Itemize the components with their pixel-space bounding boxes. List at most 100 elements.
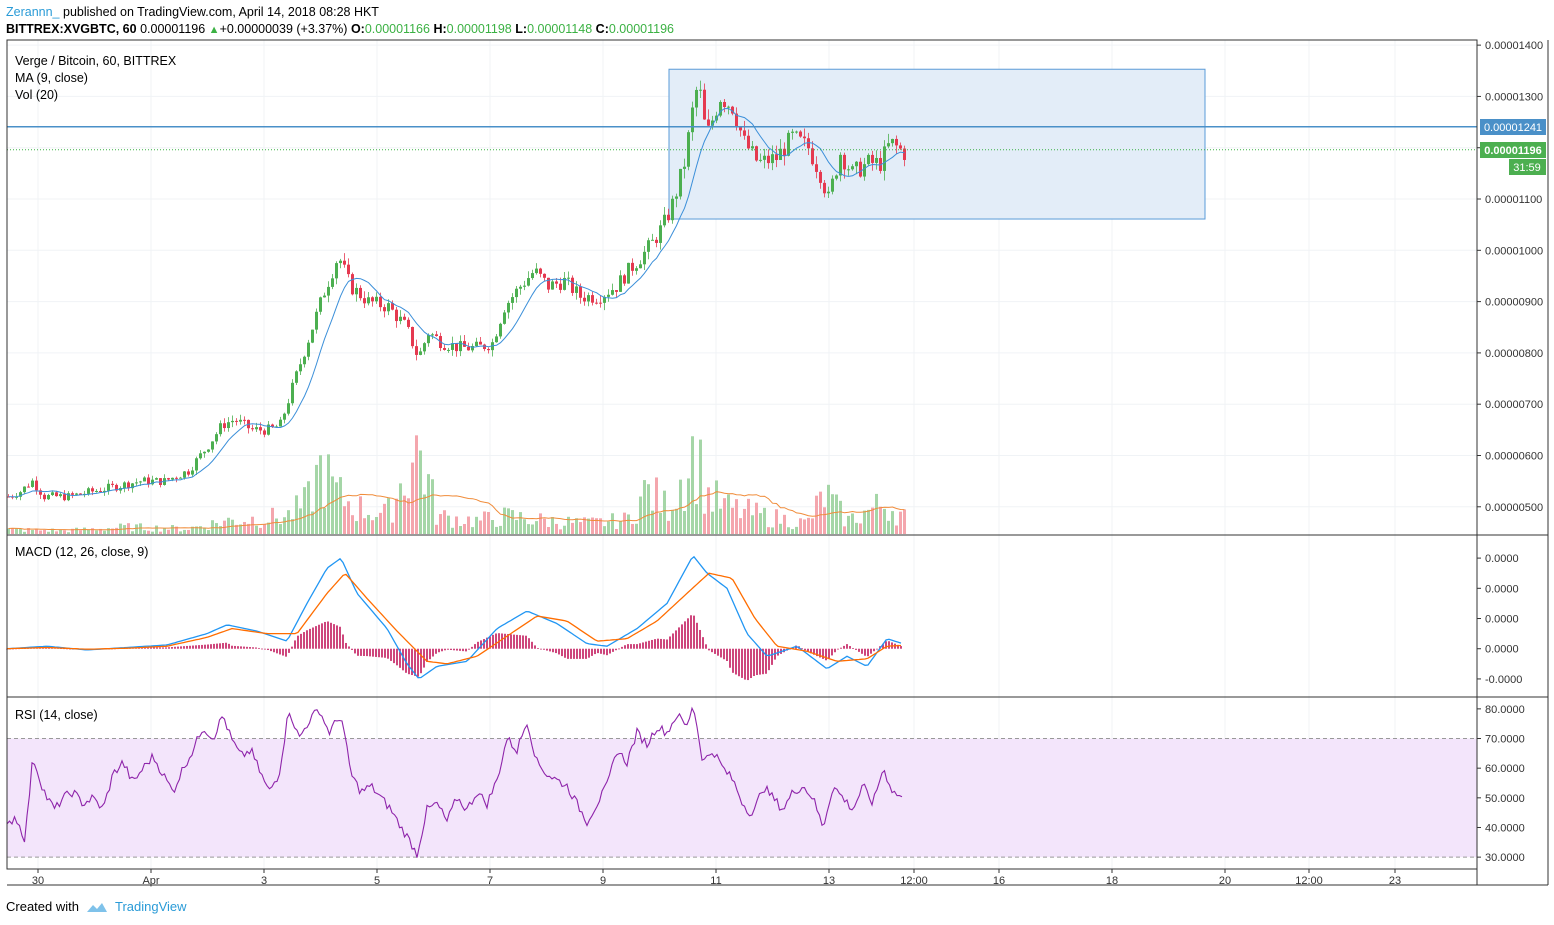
volume-bar bbox=[251, 516, 254, 534]
macd-hist-bar bbox=[150, 647, 152, 649]
macd-hist-bar bbox=[603, 648, 605, 655]
macd-hist-bar bbox=[771, 648, 773, 665]
volume-bar bbox=[139, 523, 142, 534]
rsi-tick-label: 70.0000 bbox=[1485, 734, 1525, 746]
volume-bar bbox=[151, 531, 154, 534]
volume-bar bbox=[587, 518, 590, 534]
volume-bar bbox=[355, 521, 358, 534]
candle-body bbox=[695, 89, 698, 108]
volume-bar bbox=[543, 518, 546, 534]
rsi-pane[interactable] bbox=[6, 706, 1477, 858]
candle-body bbox=[543, 273, 546, 278]
candle-body bbox=[707, 119, 710, 126]
volume-bar bbox=[819, 491, 822, 534]
volume-bar bbox=[683, 511, 686, 534]
volume-bar bbox=[595, 518, 598, 534]
candle-body bbox=[551, 281, 554, 290]
volume-bar bbox=[63, 530, 66, 534]
time-tick-label: 11 bbox=[710, 875, 721, 887]
macd-hist-bar bbox=[873, 648, 875, 652]
candle-body bbox=[903, 148, 906, 160]
candle-body bbox=[683, 166, 686, 169]
macd-hist-bar bbox=[900, 646, 902, 649]
macd-hist-bar bbox=[453, 648, 455, 651]
candle-body bbox=[811, 148, 814, 165]
volume-bar bbox=[475, 516, 478, 534]
candle-body bbox=[731, 106, 734, 114]
macd-axis[interactable]: 0.0000 0.0000 0.0000 0.0000 -0.0000 bbox=[1477, 553, 1522, 686]
candle-body bbox=[631, 262, 634, 271]
macd-hist-bar bbox=[858, 648, 860, 652]
close-value: 0.00001196 bbox=[608, 22, 674, 36]
volume-bar bbox=[55, 531, 58, 534]
macd-hist-bar bbox=[390, 648, 392, 661]
candle-body bbox=[891, 138, 894, 144]
macd-hist-bar bbox=[204, 644, 206, 649]
macd-hist-bar bbox=[882, 643, 884, 649]
candle-body bbox=[159, 478, 162, 485]
macd-hist-bar bbox=[219, 643, 221, 649]
candle-body bbox=[199, 453, 202, 459]
candle-body bbox=[423, 343, 426, 352]
up-arrow-icon: ▲ bbox=[208, 24, 220, 36]
candle-body bbox=[375, 296, 378, 302]
candle-body bbox=[455, 343, 458, 352]
macd-hist-bar bbox=[861, 648, 863, 654]
volume-bar bbox=[135, 524, 138, 534]
rsi-axis[interactable]: 80.0000 70.0000 60.0000 50.0000 40.0000 30.00… bbox=[1477, 704, 1525, 864]
time-axis[interactable]: 30 Apr 3 5 7 9 11 13 12:00 16 18 20 12:00 23 bbox=[32, 869, 1401, 887]
tradingview-brand-link[interactable]: TradingView bbox=[114, 899, 187, 914]
macd-hist-bar bbox=[408, 648, 410, 675]
range-rectangle[interactable] bbox=[668, 68, 1206, 220]
candle-body bbox=[775, 154, 778, 161]
candle-body bbox=[127, 482, 130, 489]
countdown-badge-text: 31:59 bbox=[1513, 162, 1541, 174]
signal-line bbox=[6, 572, 902, 665]
volume-bar bbox=[235, 524, 238, 534]
volume-bar bbox=[71, 528, 74, 534]
volume-bar bbox=[143, 530, 146, 534]
macd-pane[interactable] bbox=[6, 555, 902, 681]
macd-hist-bar bbox=[315, 626, 317, 649]
candle-body bbox=[735, 113, 738, 128]
macd-hist-bar bbox=[717, 648, 719, 656]
macd-hist-bar bbox=[159, 647, 161, 649]
volume-bar bbox=[103, 530, 106, 534]
rsi-tick-label: 50.0000 bbox=[1485, 793, 1525, 805]
author-link[interactable]: Zerannn_ bbox=[6, 5, 60, 19]
macd-hist-bar bbox=[495, 633, 497, 649]
candle-body bbox=[23, 486, 26, 493]
price-pane[interactable] bbox=[7, 68, 1477, 534]
price-axis[interactable]: 0.000014000.000013000.000012000.00001100… bbox=[1477, 40, 1543, 514]
volume-bar bbox=[899, 511, 902, 534]
candle-body bbox=[311, 329, 314, 343]
macd-hist-bar bbox=[678, 627, 680, 649]
volume-bar bbox=[247, 523, 250, 534]
macd-hist-bar bbox=[225, 642, 227, 649]
macd-hist-bar bbox=[579, 648, 581, 659]
macd-hist-bar bbox=[615, 648, 617, 651]
candle-body bbox=[19, 492, 22, 497]
rsi-legend: RSI (14, close) bbox=[15, 708, 98, 722]
volume-bar bbox=[719, 508, 722, 534]
volume-bar bbox=[331, 476, 334, 534]
volume-bar bbox=[695, 504, 698, 534]
macd-hist-bar bbox=[837, 648, 839, 650]
candle-body bbox=[655, 239, 658, 243]
volume-bar bbox=[743, 508, 746, 534]
macd-hist-bar bbox=[501, 633, 503, 649]
candle-body bbox=[27, 486, 30, 488]
macd-hist-bar bbox=[261, 648, 263, 650]
volume-bar bbox=[795, 526, 798, 534]
volume-bar bbox=[527, 524, 530, 534]
time-tick-label: 9 bbox=[600, 875, 606, 887]
macd-hist-bar bbox=[570, 648, 572, 659]
volume-bar bbox=[639, 496, 642, 534]
macd-hist-bar bbox=[180, 646, 182, 649]
candle-body bbox=[279, 419, 282, 427]
candle-body bbox=[499, 323, 502, 337]
macd-hist-bar bbox=[384, 648, 386, 658]
volume-bar bbox=[823, 507, 826, 534]
macd-hist-bar bbox=[282, 648, 284, 656]
